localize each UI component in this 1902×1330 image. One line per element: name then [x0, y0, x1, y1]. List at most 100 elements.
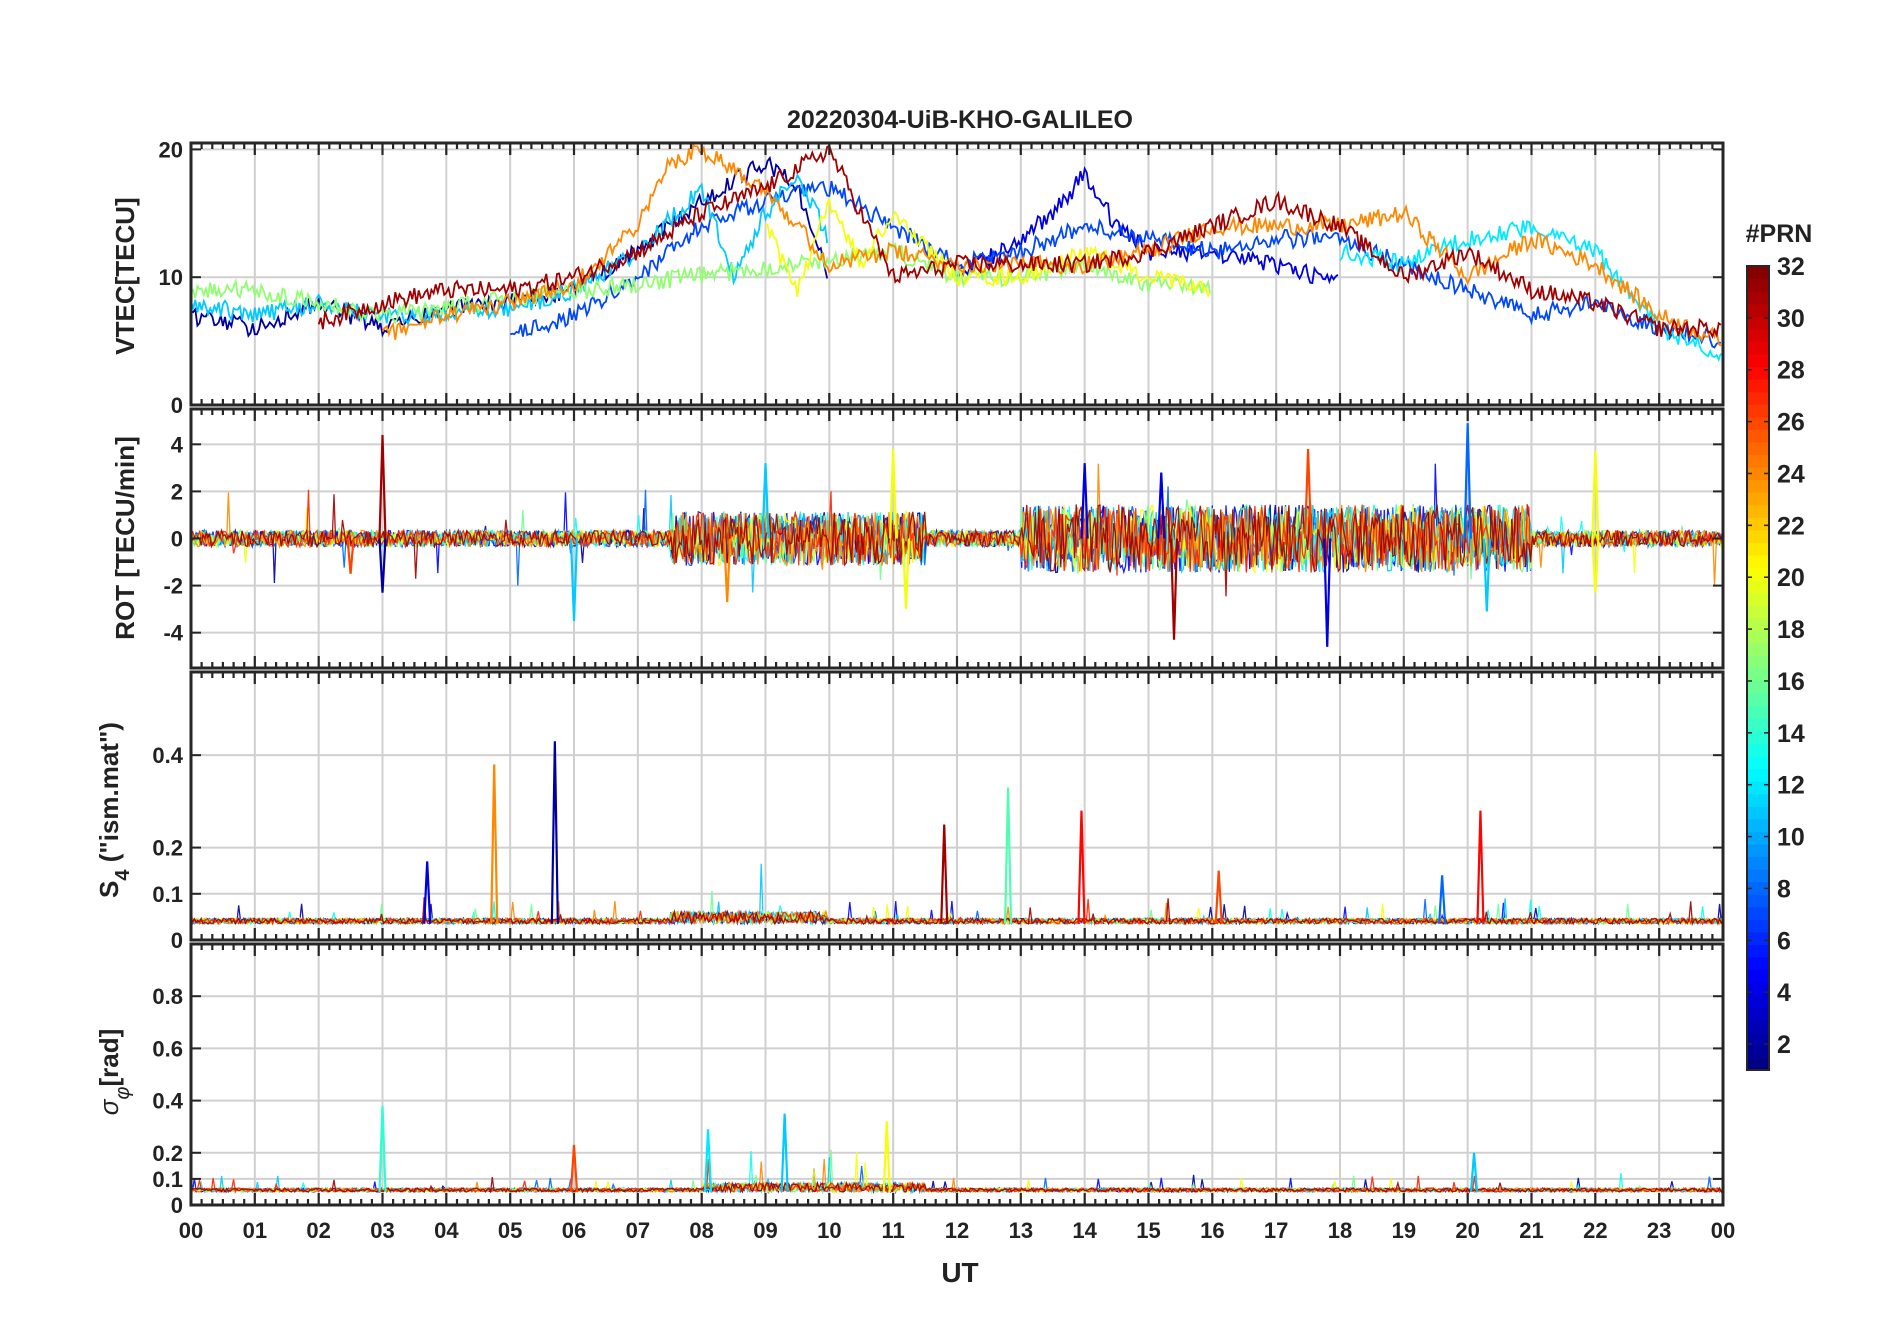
x-tick-label: 08 [689, 1218, 713, 1243]
x-ticks [200, 672, 1714, 940]
colorbar-segment [1747, 931, 1769, 945]
series-line-prn-17 [191, 241, 1212, 325]
x-tick-label: 20 [1455, 1218, 1479, 1243]
colorbar-segment [1747, 718, 1769, 732]
x-tick-label: 03 [370, 1218, 394, 1243]
y-tick-label: 0.2 [152, 836, 183, 861]
colorbar-segment [1747, 768, 1769, 782]
data-series [191, 423, 1723, 647]
colorbar-tick-label: 16 [1777, 668, 1805, 696]
colorbar-segment [1747, 580, 1769, 594]
colorbar-tick-label: 8 [1777, 875, 1791, 903]
x-tick-label: 00 [1711, 1218, 1735, 1243]
colorbar-segment [1747, 1057, 1769, 1071]
y-tick-label: 0.8 [152, 984, 183, 1009]
colorbar-segment [1747, 630, 1769, 644]
spike-prn-15 [1003, 787, 1013, 924]
spike-prn-28 [1476, 810, 1485, 924]
spike-prn-20 [1591, 538, 1600, 593]
y-tick-label: 0 [171, 928, 183, 953]
colorbar-segment [1747, 869, 1769, 883]
spike-prn-4 [1323, 538, 1332, 647]
ylabel-rot: ROT [TECU/min] [110, 436, 140, 640]
colorbar-segment [1747, 982, 1769, 996]
spike-prn-26 [1214, 870, 1223, 924]
colorbar-segment [1747, 1032, 1769, 1046]
colorbar-segment [1747, 404, 1769, 418]
ylabel-sigma-phi: σφ[rad] [94, 1029, 134, 1116]
colorbar-segment [1747, 278, 1769, 292]
grid [191, 944, 1723, 1206]
spike-prn-11 [780, 1113, 789, 1192]
y-tick-label: 0.6 [152, 1036, 183, 1061]
spike-prn-24 [490, 764, 499, 924]
x-tick-label: 01 [243, 1218, 267, 1243]
x-tick-label: 23 [1647, 1218, 1671, 1243]
x-tick-label: 02 [306, 1218, 330, 1243]
spike-prn-11 [1469, 1152, 1479, 1193]
colorbar-segment [1747, 818, 1769, 832]
data-series [191, 741, 1723, 927]
x-tick-label: 11 [882, 1218, 905, 1243]
x-tick-label: 05 [498, 1218, 522, 1243]
colorbar-segment [1747, 755, 1769, 770]
x-tick-label: 21 [1519, 1218, 1543, 1243]
colorbar-tick-label: 14 [1777, 720, 1805, 748]
colorbar-segment [1747, 881, 1769, 895]
colorbar-segment [1747, 605, 1769, 619]
colorbar-tick-label: 2 [1777, 1031, 1791, 1059]
colorbar-segment [1747, 341, 1769, 355]
colorbar-segment [1747, 592, 1769, 606]
colorbar-segment [1747, 492, 1769, 506]
series-line-prn-31 [191, 1177, 1723, 1195]
spike-prn-2 [378, 538, 387, 593]
colorbar-frame [1746, 265, 1770, 1071]
y-tick-label: 20 [159, 137, 183, 162]
colorbar-segment [1747, 944, 1769, 958]
y-tick-label: -4 [163, 621, 183, 646]
colorbar-segment [1747, 379, 1769, 393]
x-tick-label: 00 [179, 1218, 203, 1243]
colorbar-segment [1747, 994, 1769, 1008]
colorbar-tick-label: 6 [1777, 927, 1791, 955]
spike-prn-4 [1157, 472, 1166, 539]
x-tick-label: 17 [1264, 1218, 1288, 1243]
x-ticks [200, 944, 1714, 1205]
colorbar-segment [1747, 429, 1769, 443]
spike-prn-20 [889, 448, 898, 539]
colorbar-tick-label: 24 [1777, 460, 1805, 488]
colorbar-segment [1747, 680, 1769, 694]
colorbar-segment [1747, 743, 1769, 757]
y-tick-label: 0 [171, 393, 183, 418]
colorbar-segment [1747, 668, 1769, 682]
x-tick-label: 15 [1136, 1218, 1160, 1243]
series-line-prn-24 [381, 143, 1722, 347]
y-tick-label: 0.1 [152, 882, 183, 907]
series-line-prn-31 [317, 144, 1722, 340]
colorbar-segment [1747, 416, 1769, 430]
panel-s4: 0 0.1 0.2 0.4 [152, 670, 1725, 953]
data-series [191, 143, 1722, 362]
x-tick-label: 14 [1072, 1218, 1097, 1243]
colorbar-segment [1747, 529, 1769, 543]
colorbar-segment [1747, 642, 1769, 657]
x-tick-label: 13 [1009, 1218, 1033, 1243]
colorbar-segment [1747, 617, 1769, 631]
colorbar-segment [1747, 517, 1769, 531]
colorbar-segment [1747, 1007, 1769, 1021]
colorbar-segment [1747, 504, 1769, 518]
spike-prn-31 [378, 434, 387, 539]
colorbar-segment [1747, 554, 1769, 569]
series-line-prn-20 [764, 196, 1211, 298]
y-tick-label: 0 [171, 1193, 183, 1218]
colorbar-segment [1747, 693, 1769, 707]
spike-prn-11 [1482, 538, 1491, 612]
spike-prn-26 [346, 538, 355, 574]
y-tick-label: 10 [159, 265, 183, 290]
x-tick-label: 22 [1583, 1218, 1607, 1243]
spike-prn-28 [1077, 810, 1086, 924]
x-tick-label: 04 [434, 1218, 459, 1243]
ylabel-s4: S4 ("ism.mat") [94, 722, 134, 898]
colorbar-segment [1747, 353, 1769, 368]
